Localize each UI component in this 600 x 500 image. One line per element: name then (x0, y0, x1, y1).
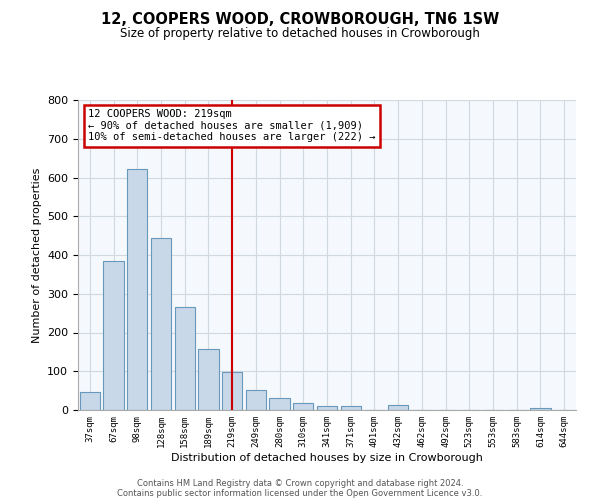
Y-axis label: Number of detached properties: Number of detached properties (32, 168, 41, 342)
Bar (127, 169, 148, 410)
Text: 12 COOPERS WOOD: 219sqm
← 90% of detached houses are smaller (1,909)
10% of semi: 12 COOPERS WOOD: 219sqm ← 90% of detache… (88, 110, 376, 142)
Text: Size of property relative to detached houses in Crowborough: Size of property relative to detached ho… (120, 28, 480, 40)
Bar (175, 308, 195, 410)
Bar (151, 238, 171, 410)
Bar (341, 406, 361, 410)
Bar (530, 408, 551, 410)
Bar (222, 372, 242, 410)
Text: Contains HM Land Registry data © Crown copyright and database right 2024.: Contains HM Land Registry data © Crown c… (137, 478, 463, 488)
Text: 12, COOPERS WOOD, CROWBOROUGH, TN6 1SW: 12, COOPERS WOOD, CROWBOROUGH, TN6 1SW (101, 12, 499, 28)
Text: Contains public sector information licensed under the Open Government Licence v3: Contains public sector information licen… (118, 488, 482, 498)
Bar (199, 349, 218, 410)
Bar (103, 261, 124, 410)
Bar (246, 390, 266, 410)
X-axis label: Distribution of detached houses by size in Crowborough: Distribution of detached houses by size … (171, 452, 483, 462)
Bar (293, 403, 313, 410)
Bar (80, 392, 100, 410)
Bar (317, 406, 337, 410)
Bar (388, 406, 408, 410)
Bar (269, 398, 290, 410)
